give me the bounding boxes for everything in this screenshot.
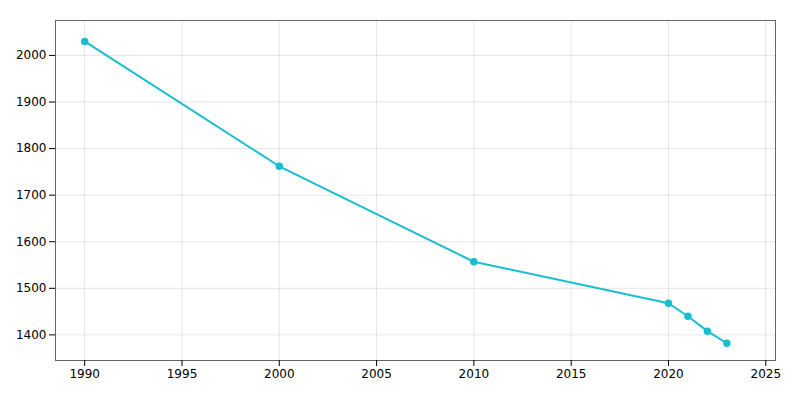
svg-text:2005: 2005 [361, 367, 392, 381]
svg-text:1995: 1995 [167, 367, 198, 381]
svg-text:1400: 1400 [16, 328, 47, 342]
svg-text:2000: 2000 [264, 367, 295, 381]
svg-text:1800: 1800 [16, 141, 47, 155]
svg-text:2015: 2015 [556, 367, 587, 381]
svg-text:1900: 1900 [16, 95, 47, 109]
svg-text:2020: 2020 [653, 367, 684, 381]
svg-text:2010: 2010 [459, 367, 490, 381]
svg-text:2025: 2025 [750, 367, 781, 381]
svg-text:1500: 1500 [16, 281, 47, 295]
svg-text:1600: 1600 [16, 235, 47, 249]
svg-text:1700: 1700 [16, 188, 47, 202]
svg-text:2000: 2000 [16, 48, 47, 62]
svg-text:1990: 1990 [69, 367, 100, 381]
